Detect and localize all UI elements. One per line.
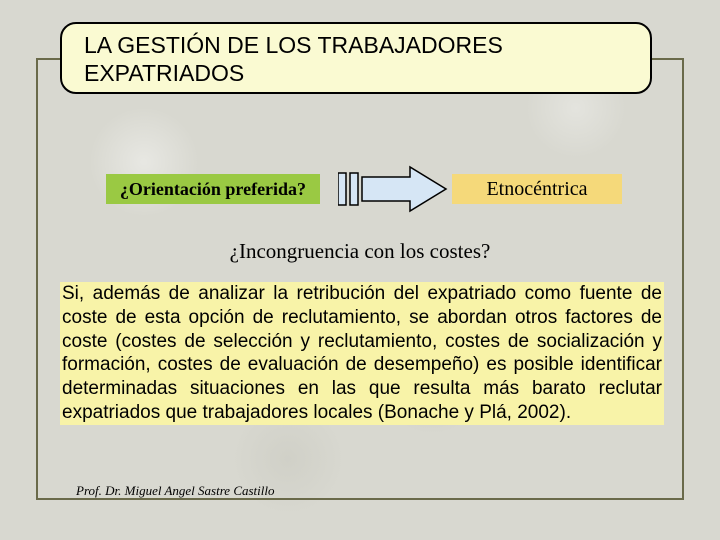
body-box: Si, además de analizar la retribución de… — [60, 282, 664, 425]
title-text: LA GESTIÓN DE LOS TRABAJADORES EXPATRIAD… — [84, 32, 628, 87]
body-text: Si, además de analizar la retribución de… — [60, 282, 664, 425]
question-box: ¿Orientación preferida? — [106, 174, 320, 204]
arrow-icon — [338, 165, 448, 213]
subtitle-text: ¿Incongruencia con los costes? — [0, 239, 720, 264]
content-frame — [36, 58, 684, 500]
question-label: ¿Orientación preferida? — [120, 179, 306, 200]
answer-label: Etnocéntrica — [486, 178, 587, 201]
footer-text: Prof. Dr. Miguel Angel Sastre Castillo — [76, 483, 275, 499]
title-box: LA GESTIÓN DE LOS TRABAJADORES EXPATRIAD… — [60, 22, 652, 94]
answer-box: Etnocéntrica — [452, 174, 622, 204]
